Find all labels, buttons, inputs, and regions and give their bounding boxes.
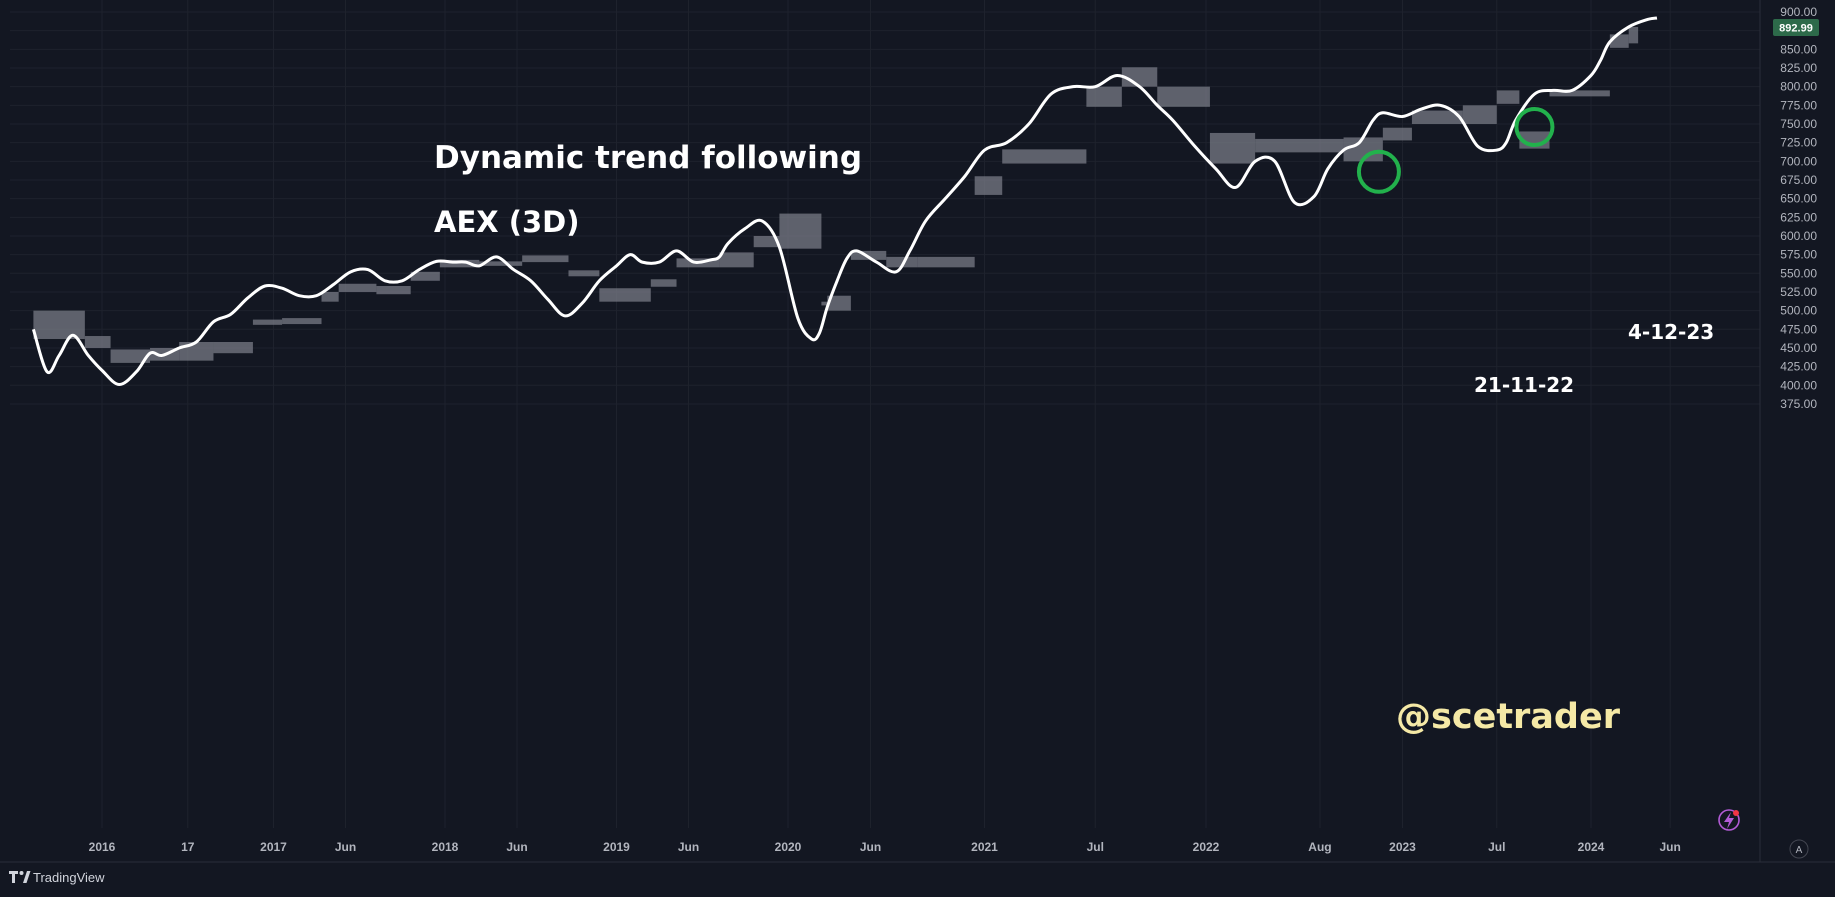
band-segment [282, 318, 322, 325]
y-tick-label: 425.00 [1780, 360, 1817, 374]
y-tick-label: 825.00 [1780, 61, 1817, 75]
y-tick-label: 700.00 [1780, 154, 1817, 168]
y-tick-label: 900.00 [1780, 5, 1817, 19]
band-segment [321, 291, 339, 302]
trend-band [33, 26, 1639, 363]
y-tick-label: 550.00 [1780, 266, 1817, 280]
x-axis[interactable]: 2016 17 2017 Jun 2018 Jun 2019 Jun 2020 Jun 2021 Ju… [89, 840, 1681, 854]
x-tick-label: Jul [1488, 840, 1505, 854]
band-segment [1382, 127, 1412, 141]
y-tick-label: 400.00 [1780, 378, 1817, 392]
annotation-label-1: 21-11-22 [1474, 373, 1574, 397]
y-tick-label: 850.00 [1780, 42, 1817, 56]
band-segment [886, 256, 918, 268]
band-segment [1157, 86, 1210, 107]
x-tick-label: 2017 [260, 840, 287, 854]
band-segment [1609, 34, 1629, 48]
band-segment [974, 176, 1003, 195]
x-tick-label: Jun [335, 840, 356, 854]
tradingview-logo-icon [9, 871, 31, 883]
tradingview-logo[interactable]: TradingView [9, 870, 105, 885]
x-tick-label: Aug [1308, 840, 1331, 854]
y-tick-label: 625.00 [1780, 210, 1817, 224]
band-segment [821, 301, 828, 306]
highlight-circle [1356, 149, 1401, 194]
x-tick-label: 2021 [971, 840, 998, 854]
band-segment [213, 341, 253, 354]
chart-subtitle: AEX (3D) [434, 205, 579, 239]
y-tick-label: 800.00 [1780, 80, 1817, 94]
y-tick-label: 525.00 [1780, 285, 1817, 299]
band-segment [827, 295, 851, 311]
band-segment [599, 288, 651, 302]
y-tick-label: 775.00 [1780, 98, 1817, 112]
x-tick-label: 2023 [1389, 840, 1416, 854]
band-segment [252, 319, 283, 325]
x-tick-label: 17 [181, 840, 195, 854]
x-tick-label: Jun [678, 840, 699, 854]
band-segment [1549, 90, 1610, 97]
band-segment [110, 349, 151, 363]
band-segment [376, 286, 411, 295]
x-tick-label: 2020 [775, 840, 802, 854]
y-tick-label: 450.00 [1780, 341, 1817, 355]
band-segment [917, 256, 975, 268]
band-segment [439, 259, 480, 268]
x-tick-label: Jun [506, 840, 527, 854]
band-segment [1255, 138, 1344, 153]
y-tick-label: 375.00 [1780, 397, 1817, 411]
band-segment [1628, 26, 1639, 44]
x-tick-label: 2018 [432, 840, 459, 854]
x-tick-label: 2016 [89, 840, 116, 854]
band-segment [779, 213, 822, 249]
x-tick-label: 2019 [603, 840, 630, 854]
band-segment [650, 279, 677, 287]
band-segment [410, 271, 440, 281]
band-segment [338, 283, 377, 292]
x-tick-label: Jun [1659, 840, 1680, 854]
price-line-layer [31, 16, 1658, 387]
alert-icon[interactable] [1718, 809, 1740, 831]
band-segment [1002, 149, 1087, 164]
band-segment [1411, 110, 1463, 124]
y-tick-label: 650.00 [1780, 192, 1817, 206]
y-tick-label: 500.00 [1780, 304, 1817, 318]
band-segment [1086, 86, 1122, 107]
y-tick-label: 600.00 [1780, 229, 1817, 243]
x-tick-label: Jul [1087, 840, 1104, 854]
tradingview-brand: TradingView [33, 870, 105, 885]
auto-scale-label: A [1796, 845, 1803, 856]
highlight-circles [1356, 106, 1555, 194]
band-segment [1496, 90, 1520, 104]
last-price-tag: 892.99 [1773, 19, 1819, 36]
watermark-handle: @scetrader [1396, 697, 1621, 737]
chart-title: Dynamic trend following [434, 140, 862, 176]
x-tick-label: Jun [860, 840, 881, 854]
y-tick-label: 750.00 [1780, 117, 1817, 131]
band-segment [1343, 137, 1383, 162]
y-tick-label: 675.00 [1780, 173, 1817, 187]
band-segment [479, 261, 523, 266]
band-segment [753, 235, 780, 248]
band-segment [33, 310, 85, 340]
auto-scale-button[interactable]: A [1789, 839, 1809, 859]
band-segment [568, 270, 600, 277]
band-segment [179, 341, 214, 361]
y-tick-label: 725.00 [1780, 136, 1817, 150]
band-segment [522, 255, 569, 263]
last-price-value: 892.99 [1779, 23, 1813, 35]
annotation-label-2: 4-12-23 [1628, 320, 1714, 344]
band-segment [84, 336, 111, 348]
highlight-circle [1514, 106, 1555, 147]
price-line [31, 16, 1658, 387]
band-segment [1462, 105, 1497, 124]
x-tick-label: 2022 [1193, 840, 1220, 854]
band-segment [719, 252, 754, 268]
y-tick-label: 575.00 [1780, 248, 1817, 262]
x-tick-label: 2024 [1578, 840, 1605, 854]
y-tick-label: 475.00 [1780, 322, 1817, 336]
band-segment [1209, 132, 1256, 164]
